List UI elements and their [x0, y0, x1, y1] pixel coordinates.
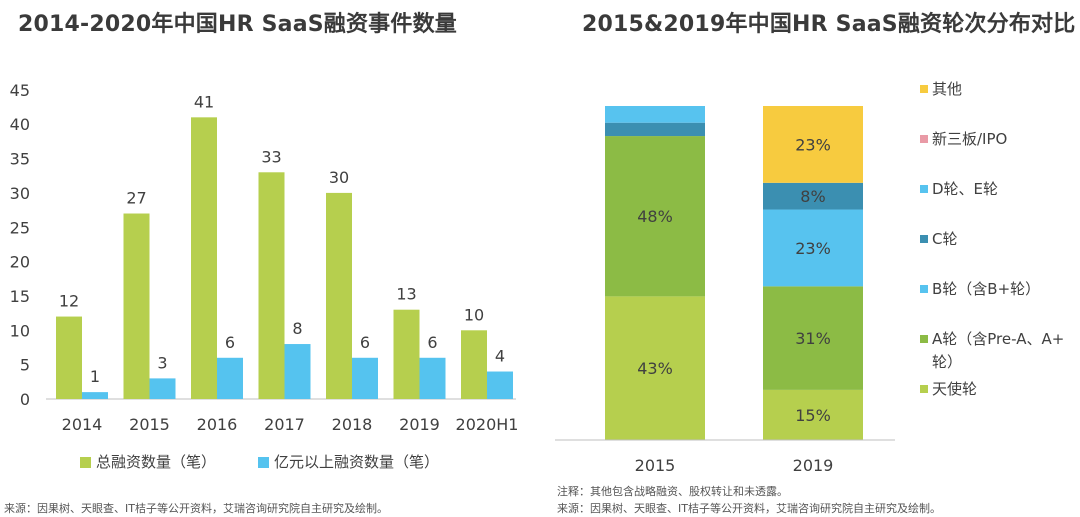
bar-total — [461, 330, 487, 399]
legend-label: 其他 — [932, 80, 962, 98]
legend-swatch — [920, 135, 928, 143]
segment-value-label: 43% — [637, 359, 673, 378]
bar-total — [326, 192, 352, 399]
stacked-segment — [763, 106, 863, 183]
legend-swatch — [920, 385, 928, 393]
stacked-segment — [763, 182, 863, 210]
right-chart-title: 2015&2019年中国HR SaaS融资轮次分布对比 — [582, 12, 1076, 37]
y-tick-label: 15 — [10, 287, 30, 306]
y-tick-label: 45 — [10, 81, 30, 100]
x-tick-label: 2015 — [129, 415, 170, 434]
bar-value-label: 33 — [261, 147, 281, 166]
legend-label: 亿元以上融资数量（笔） — [274, 453, 439, 471]
bar-value-label: 30 — [329, 168, 349, 187]
bar-large — [487, 371, 513, 399]
stacked-segment — [605, 122, 705, 137]
y-tick-label: 40 — [10, 115, 30, 134]
bar-large — [419, 357, 446, 399]
left-chart-title: 2014-2020年中国HR SaaS融资事件数量 — [18, 12, 457, 37]
stacked-segment — [605, 106, 705, 123]
x-tick-label: 2018 — [332, 415, 373, 434]
legend-label: A轮（含Pre-A、A+ — [932, 330, 1064, 348]
bar-large — [284, 344, 311, 399]
segment-value-label: 31% — [795, 329, 831, 348]
y-tick-label: 5 — [20, 356, 30, 375]
bar-value-label: 13 — [396, 285, 416, 304]
legend-label: D轮、E轮 — [932, 180, 998, 198]
y-tick-label: 25 — [10, 218, 30, 237]
legend-swatch — [920, 335, 928, 343]
y-tick-label: 35 — [10, 150, 30, 169]
stacked-segment — [605, 296, 705, 440]
segment-value-label: 48% — [637, 207, 673, 226]
x-tick-label: 2019 — [399, 415, 440, 434]
legend-swatch — [258, 457, 269, 468]
bar-value-label: 6 — [360, 333, 370, 352]
segment-value-label: 23% — [795, 239, 831, 258]
bar-value-label: 8 — [292, 319, 302, 338]
bar-value-label: 1 — [90, 367, 100, 386]
bar-large — [217, 357, 243, 399]
y-tick-label: 20 — [10, 253, 30, 272]
bar-value-label: 27 — [126, 189, 146, 208]
x-tick-label: 2017 — [264, 415, 305, 434]
legend-swatch — [920, 285, 928, 293]
legend-swatch — [80, 457, 91, 468]
y-tick-label: 30 — [10, 184, 30, 203]
bar-value-label: 12 — [59, 292, 79, 311]
legend-swatch — [920, 235, 928, 243]
bar-total — [56, 316, 82, 399]
bar-value-label: 6 — [427, 333, 437, 352]
bar-large — [149, 378, 176, 399]
x-tick-label: 2019 — [793, 456, 834, 475]
bar-large — [352, 357, 378, 399]
bar-total — [191, 117, 217, 399]
bar-value-label: 4 — [495, 347, 505, 366]
legend-swatch — [920, 85, 928, 93]
bar-value-label: 6 — [225, 333, 235, 352]
legend-label: 天使轮 — [932, 380, 977, 398]
stacked-segment — [763, 209, 863, 287]
stacked-segment — [763, 286, 863, 390]
right-annotation-note: 注释：其他包含战略融资、股权转让和未透露。 — [557, 485, 788, 498]
bar-total — [123, 213, 150, 399]
segment-value-label: 23% — [795, 135, 831, 154]
right-source-note: 来源：因果树、天眼查、IT桔子等公开资料，艾瑞咨询研究院自主研究及绘制。 — [557, 502, 941, 515]
legend-label: B轮（含B+轮） — [932, 280, 1040, 298]
segment-value-label: 15% — [795, 406, 831, 425]
stacked-segment — [605, 136, 705, 297]
bar-large — [82, 392, 108, 399]
legend-label: 轮） — [932, 353, 962, 371]
y-tick-label: 0 — [20, 390, 30, 409]
bar-value-label: 10 — [464, 305, 484, 324]
stacked-segment — [763, 389, 863, 440]
bar-value-label: 3 — [157, 353, 167, 372]
bar-total — [393, 309, 420, 399]
legend-label: 总融资数量（笔） — [96, 453, 216, 471]
legend-label: 新三板/IPO — [932, 130, 1007, 148]
bar-value-label: 41 — [194, 92, 214, 111]
left-source-note: 来源：因果树、天眼查、IT桔子等公开资料，艾瑞咨询研究院自主研究及绘制。 — [4, 502, 388, 515]
x-tick-label: 2020H1 — [456, 415, 519, 434]
y-tick-label: 10 — [10, 321, 30, 340]
x-tick-label: 2014 — [62, 415, 103, 434]
bar-total — [258, 172, 285, 399]
legend-label: C轮 — [932, 230, 957, 248]
x-tick-label: 2016 — [197, 415, 238, 434]
x-tick-label: 2015 — [635, 456, 676, 475]
segment-value-label: 8% — [800, 187, 825, 206]
legend-swatch — [920, 185, 928, 193]
